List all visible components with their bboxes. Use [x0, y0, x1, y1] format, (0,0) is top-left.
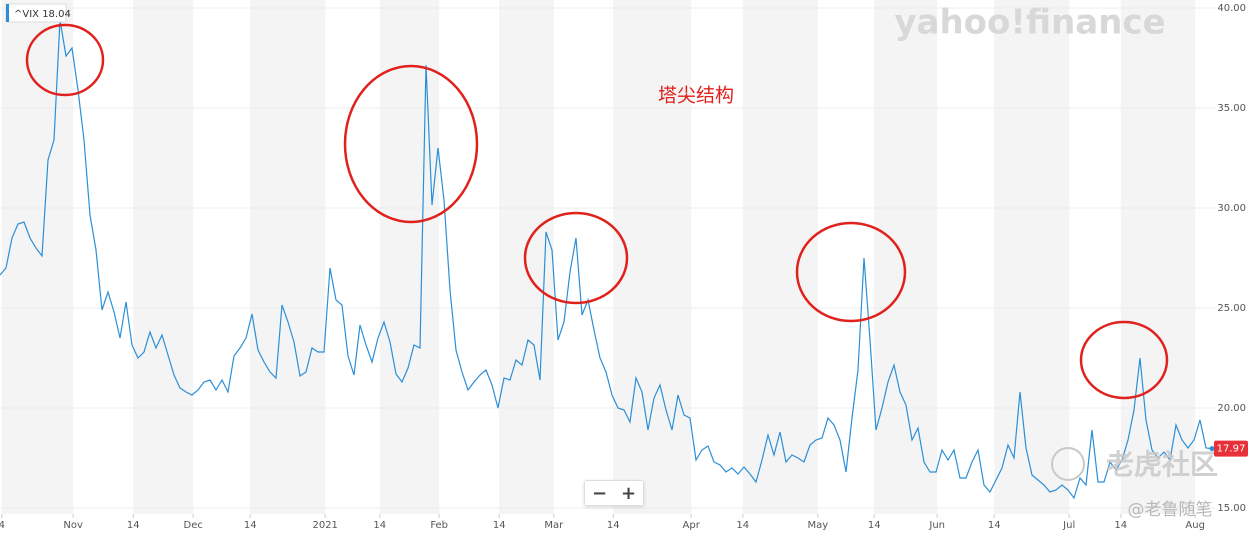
y-tick-label: 40.00 — [1217, 3, 1246, 14]
x-tick-label: Aug — [1185, 520, 1205, 531]
x-tick-label: 14 — [493, 520, 506, 531]
ticker-label: ^VIX 18.04 — [14, 9, 71, 20]
x-tick-label: 2021 — [312, 520, 337, 531]
x-tick-label: Jul — [1062, 520, 1075, 531]
x-tick-label: 14 — [868, 520, 881, 531]
x-tick-label: 14 — [244, 520, 257, 531]
y-tick-label: 15.00 — [1217, 503, 1246, 514]
x-tick-label: Apr — [683, 520, 701, 531]
x-tick-label: Dec — [184, 520, 203, 531]
band — [613, 0, 692, 514]
last-value-badge — [1214, 440, 1248, 457]
watermark: 老虎社区 — [1106, 448, 1218, 481]
band — [133, 0, 194, 514]
x-tick-label: 14 — [607, 520, 620, 531]
band — [874, 0, 938, 514]
x-tick-label: 14 — [988, 520, 1001, 531]
x-tick-label: 14 — [373, 520, 386, 531]
band — [742, 0, 818, 514]
x-tick-label: Jun — [928, 520, 945, 531]
y-tick-label: 35.00 — [1217, 103, 1246, 114]
watermark: yahoo!finance — [894, 3, 1165, 43]
annotation: 塔尖结构 — [658, 85, 734, 107]
band — [1, 0, 74, 514]
series-line — [0, 19, 1213, 500]
circle — [1079, 320, 1169, 400]
x-tick-label: Nov — [63, 520, 83, 531]
y-tick-label: 20.00 — [1217, 403, 1246, 414]
ticker-color — [6, 4, 9, 22]
band — [379, 0, 440, 514]
highlight-circles — [25, 23, 1169, 400]
circle — [343, 64, 479, 224]
x-tick-label: Mar — [544, 520, 564, 531]
watermark-icon — [1051, 447, 1085, 481]
circle — [523, 211, 629, 305]
x-tick-label: May — [807, 520, 828, 531]
y-tick-label: 30.00 — [1217, 203, 1246, 214]
band — [250, 0, 326, 514]
x-tick-label: 14 — [127, 520, 140, 531]
x-tick-label: 14 — [736, 520, 749, 531]
band — [1120, 0, 1196, 514]
x-tick-label: 14 — [1114, 520, 1127, 531]
zoom-controls: − + — [584, 480, 644, 506]
circle — [795, 221, 907, 323]
x-tick-label: Feb — [430, 520, 448, 531]
circle — [25, 23, 105, 97]
last-value-label: 17.97 — [1217, 444, 1246, 455]
watermark: @老鲁随笔 — [1128, 500, 1213, 520]
band — [994, 0, 1070, 514]
zoom-out[interactable]: − — [585, 481, 614, 505]
y-tick-label: 25.00 — [1217, 303, 1246, 314]
x-tick-label: 4 — [0, 520, 5, 531]
band — [499, 0, 554, 514]
last-point — [1209, 446, 1215, 452]
zoom-in[interactable]: + — [614, 481, 643, 505]
